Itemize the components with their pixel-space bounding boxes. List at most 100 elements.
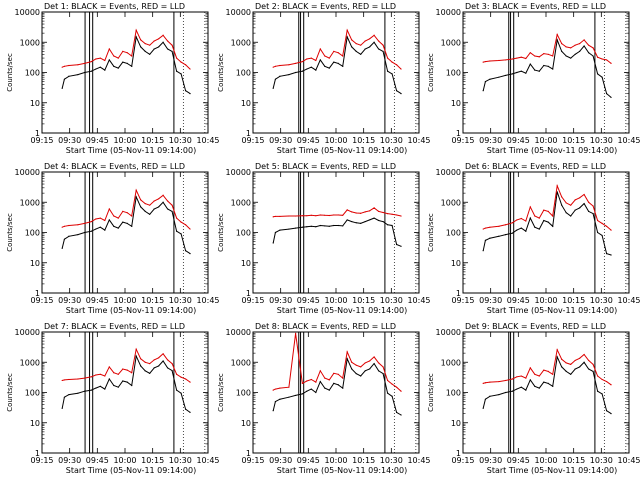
data-point-lld [104, 219, 106, 222]
data-point-lld [583, 193, 585, 196]
data-point-events [84, 231, 86, 234]
data-point-lld [561, 43, 563, 45]
data-point-events [63, 396, 66, 398]
plot-frame [252, 171, 420, 294]
data-point-lld [505, 379, 507, 382]
data-point-lld [378, 40, 380, 42]
data-point-events [167, 48, 169, 50]
series-line-events [482, 355, 612, 415]
data-point-events [556, 39, 558, 41]
x-tick-label: 09:45 [86, 456, 109, 465]
data-point-events [342, 387, 344, 389]
data-point-events [279, 398, 281, 400]
data-point-events [328, 225, 330, 227]
series-line-events [272, 35, 402, 95]
data-point-events [360, 222, 362, 224]
data-point-lld [131, 372, 133, 374]
data-point-events [534, 69, 536, 71]
data-point-lld [351, 39, 353, 41]
data-point-events [565, 370, 567, 372]
data-point-events [337, 224, 339, 227]
data-point-events [373, 363, 375, 365]
data-point-lld [525, 57, 527, 60]
data-point-lld [529, 206, 531, 208]
data-point-events [135, 355, 137, 357]
x-tick-label: 09:30 [479, 456, 502, 465]
y-axis-label: Counts/sec [217, 213, 225, 252]
data-point-lld [373, 356, 375, 358]
x-tick-label: 10:30 [169, 456, 192, 465]
x-tick-label: 10:15 [562, 296, 585, 305]
y-tick-label: 10 [30, 259, 40, 268]
x-tick-label: 09:15 [30, 136, 53, 145]
data-point-events [274, 231, 277, 234]
data-point-events [378, 48, 380, 50]
data-point-events [279, 75, 281, 77]
y-axis-label: Counts/sec [427, 373, 435, 412]
data-point-lld [140, 39, 142, 41]
data-point-events [378, 219, 380, 222]
x-tick-label: 10:15 [562, 456, 585, 465]
data-point-lld [610, 229, 612, 231]
data-point-events [90, 230, 92, 232]
data-point-lld [337, 373, 339, 375]
data-point-events [482, 250, 484, 252]
y-tick-label: 100 [446, 69, 461, 78]
data-point-lld [547, 53, 549, 55]
data-point-events [565, 212, 567, 214]
y-tick-label: 1000 [20, 38, 40, 47]
data-point-events [126, 381, 128, 383]
data-point-events [565, 55, 567, 57]
panel-det-6: Det 6: BLACK = Events, RED = LLD Counts/s… [427, 162, 640, 315]
data-point-lld [337, 52, 339, 54]
data-point-lld [288, 64, 290, 66]
data-point-lld [351, 211, 353, 213]
x-tick-label: 10:00 [534, 136, 557, 145]
x-tick-label: 10:30 [590, 456, 613, 465]
data-point-events [364, 48, 366, 50]
data-point-events [126, 222, 128, 224]
x-tick-label: 10:15 [352, 296, 375, 305]
data-point-lld [605, 225, 608, 227]
data-point-events [386, 224, 389, 226]
data-point-events [306, 390, 308, 392]
data-point-lld [153, 200, 155, 202]
data-point-lld [583, 353, 585, 356]
y-tick-label: 1000 [20, 198, 40, 207]
data-point-lld [579, 43, 581, 45]
data-point-lld [511, 58, 513, 60]
data-point-events [180, 233, 182, 235]
data-point-lld [189, 68, 191, 70]
data-point-events [324, 225, 326, 227]
data-point-events [596, 73, 599, 75]
data-point-lld [171, 44, 173, 46]
data-point-events [328, 389, 330, 391]
data-point-events [301, 393, 303, 395]
data-point-events [117, 386, 119, 388]
data-point-lld [552, 373, 554, 375]
data-point-lld [543, 53, 545, 55]
y-axis-label: Counts/sec [6, 213, 14, 252]
data-point-lld [574, 199, 576, 201]
data-point-lld [565, 202, 567, 204]
x-axis-label: Start Time (05-Nov-11 09:14:00) [487, 146, 617, 155]
data-point-events [144, 50, 146, 52]
data-point-lld [77, 378, 79, 380]
data-point-events [498, 235, 500, 237]
data-point-events [534, 385, 536, 387]
data-point-lld [520, 56, 522, 58]
data-point-lld [534, 373, 536, 375]
data-point-lld [596, 219, 599, 222]
x-tick-label: 09:45 [86, 136, 109, 145]
data-point-events [99, 66, 101, 68]
data-point-events [158, 206, 160, 208]
x-tick-label: 10:45 [407, 136, 430, 145]
data-point-events [184, 408, 187, 410]
y-tick-label: 10000 [226, 8, 251, 17]
data-point-lld [90, 220, 92, 223]
data-point-events [482, 407, 484, 409]
data-point-lld [108, 208, 110, 210]
series-line-events [61, 35, 191, 95]
data-point-lld [552, 215, 554, 217]
x-tick-label: 09:30 [58, 136, 81, 145]
